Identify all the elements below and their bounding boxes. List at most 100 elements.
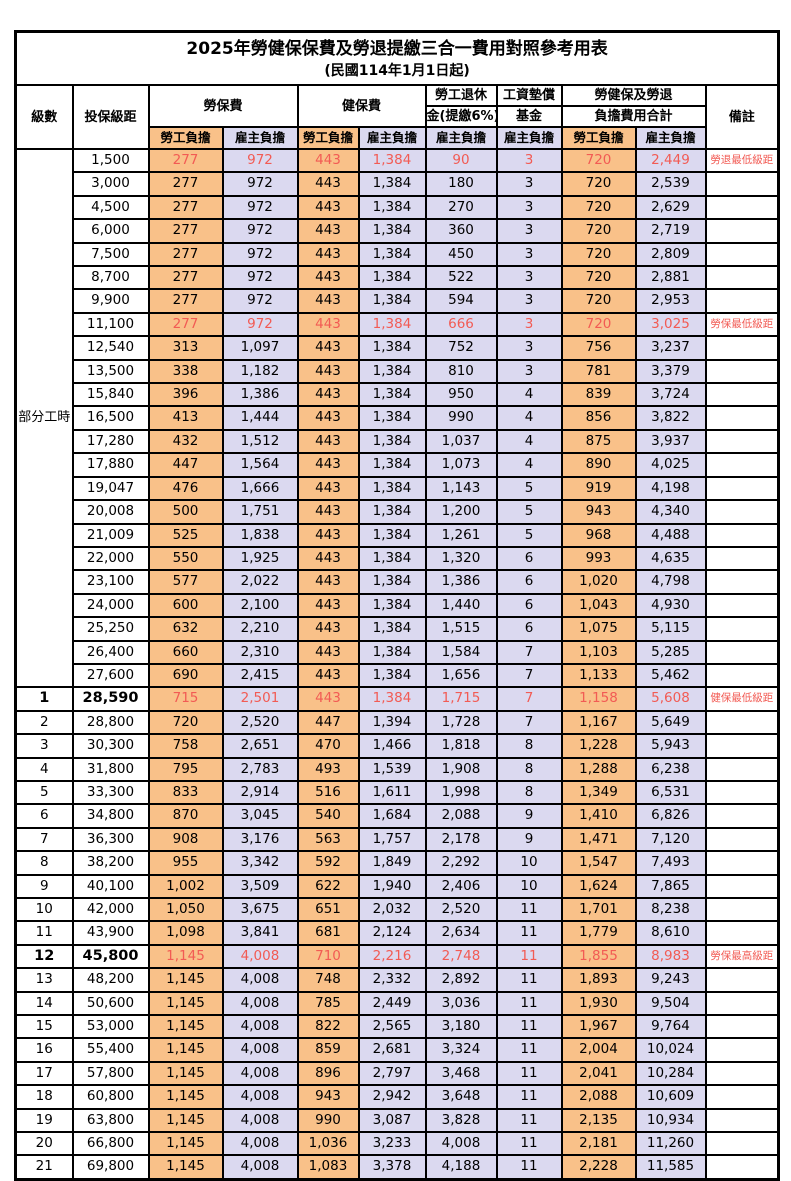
pension-employer-cell: 3,036	[424, 990, 498, 1017]
header-health-insurance: 健保費	[296, 84, 427, 128]
total-employer-cell: 3,237	[634, 335, 707, 361]
total-employer-cell: 8,610	[634, 920, 707, 946]
health-insurance-employee-cell: 443	[296, 147, 360, 174]
bracket-cell: 33,300	[71, 779, 150, 806]
labor-insurance-employer-cell: 4,008	[221, 1084, 299, 1110]
table-row: 11,100 277 972 443 1,384 666 3 720 3,025…	[16, 311, 780, 338]
total-employee-cell: 1,701	[560, 896, 637, 923]
health-insurance-employer-cell: 1,384	[357, 499, 427, 525]
total-employer-cell: 10,024	[634, 1037, 707, 1063]
table-body: 部分工時 1,500 277 972 443 1,384 90 3 720 2,…	[14, 147, 780, 1181]
health-insurance-employee-cell: 443	[296, 545, 360, 572]
header-wage-fund-line1: 工資墊償	[495, 84, 563, 107]
health-insurance-employee-cell: 443	[296, 452, 360, 478]
health-insurance-employer-cell: 1,940	[357, 873, 427, 900]
health-insurance-employee-cell: 443	[296, 428, 360, 455]
total-employee-cell: 720	[560, 265, 637, 291]
wage-fund-employer-cell: 5	[495, 522, 563, 548]
header-row-2: 金(提繳6%) 基金 負擔費用合計	[16, 105, 779, 128]
total-employee-cell: 1,288	[560, 756, 637, 782]
labor-insurance-employee-cell: 1,145	[147, 1037, 224, 1063]
table-row: 4 31,800 795 2,783 493 1,539 1,908 8 1,2…	[14, 756, 780, 782]
health-insurance-employee-cell: 443	[296, 639, 360, 665]
labor-insurance-employer-cell: 1,386	[221, 382, 299, 408]
level-cell: 2	[14, 709, 74, 736]
total-employee-cell: 1,410	[560, 803, 637, 829]
health-insurance-employee-cell: 443	[296, 616, 360, 642]
level-cell: 20	[14, 1131, 74, 1157]
wage-fund-employer-cell: 4	[495, 382, 563, 408]
total-employee-cell: 919	[560, 475, 637, 502]
level-cell: 21	[14, 1154, 74, 1181]
remark-cell	[704, 171, 780, 197]
health-insurance-employer-cell: 1,384	[357, 452, 427, 478]
labor-insurance-employer-cell: 2,783	[221, 756, 299, 782]
labor-insurance-employer-cell: 1,512	[221, 428, 299, 455]
health-insurance-employer-cell: 1,611	[357, 779, 427, 806]
part-time-section-label: 部分工時	[14, 147, 74, 689]
bracket-cell: 3,000	[71, 171, 150, 197]
remark-cell	[704, 241, 780, 268]
table-row: 15 53,000 1,145 4,008 822 2,565 3,180 11…	[14, 1014, 780, 1040]
labor-insurance-employee-cell: 313	[147, 335, 224, 361]
labor-insurance-employer-cell: 972	[221, 194, 299, 221]
labor-insurance-employer-cell: 2,100	[221, 592, 299, 619]
health-insurance-employee-cell: 592	[296, 850, 360, 876]
total-employee-cell: 890	[560, 452, 637, 478]
health-insurance-employee-cell: 443	[296, 171, 360, 197]
wage-fund-employer-cell: 8	[495, 756, 563, 782]
remark-cell: 勞退最低級距	[704, 147, 780, 174]
header-li-employee-share: 勞工負擔	[147, 126, 224, 150]
bracket-cell: 9,900	[71, 288, 150, 314]
total-employee-cell: 720	[560, 218, 637, 244]
total-employee-cell: 720	[560, 241, 637, 268]
table-header: 2025年勞健保保費及勞退提繳三合一費用對照參考用表 (民國114年1月1日起)…	[14, 30, 780, 150]
health-insurance-employee-cell: 563	[296, 826, 360, 853]
labor-insurance-employee-cell: 277	[147, 288, 224, 314]
total-employer-cell: 3,937	[634, 428, 707, 455]
bracket-cell: 1,500	[71, 147, 150, 174]
table-row: 16 55,400 1,145 4,008 859 2,681 3,324 11…	[14, 1037, 780, 1063]
premium-reference-table: 2025年勞健保保費及勞退提繳三合一費用對照參考用表 (民國114年1月1日起)…	[14, 30, 781, 1181]
health-insurance-employee-cell: 493	[296, 756, 360, 782]
health-insurance-employee-cell: 516	[296, 779, 360, 806]
pension-employer-cell: 2,520	[424, 896, 498, 923]
health-insurance-employer-cell: 2,681	[357, 1037, 427, 1063]
total-employee-cell: 1,893	[560, 967, 637, 993]
total-employer-cell: 6,238	[634, 756, 707, 782]
table-row: 22,000 550 1,925 443 1,384 1,320 6 993 4…	[16, 545, 780, 572]
health-insurance-employer-cell: 1,384	[357, 639, 427, 665]
health-insurance-employer-cell: 1,384	[357, 522, 427, 548]
health-insurance-employer-cell: 1,384	[357, 382, 427, 408]
table-row: 8 38,200 955 3,342 592 1,849 2,292 10 1,…	[14, 850, 780, 876]
pension-employer-cell: 666	[424, 311, 498, 338]
total-employer-cell: 4,340	[634, 499, 707, 525]
total-employer-cell: 2,809	[634, 241, 707, 268]
total-employee-cell: 993	[560, 545, 637, 572]
total-employee-cell: 2,004	[560, 1037, 637, 1063]
wage-fund-employer-cell: 6	[495, 592, 563, 619]
health-insurance-employer-cell: 1,849	[357, 850, 427, 876]
labor-insurance-employee-cell: 1,145	[147, 1014, 224, 1040]
health-insurance-employer-cell: 1,539	[357, 756, 427, 782]
health-insurance-employee-cell: 859	[296, 1037, 360, 1063]
title-row: 2025年勞健保保費及勞退提繳三合一費用對照參考用表 (民國114年1月1日起)	[14, 30, 780, 86]
labor-insurance-employer-cell: 2,415	[221, 662, 299, 689]
total-employee-cell: 720	[560, 194, 637, 221]
bracket-cell: 63,800	[71, 1107, 150, 1134]
page-title: 2025年勞健保保費及勞退提繳三合一費用對照參考用表	[186, 39, 608, 59]
bracket-cell: 16,500	[71, 405, 150, 431]
wage-fund-employer-cell: 7	[495, 709, 563, 736]
health-insurance-employer-cell: 1,394	[357, 709, 427, 736]
total-employer-cell: 9,504	[634, 990, 707, 1017]
table-row: 6 34,800 870 3,045 540 1,684 2,088 9 1,4…	[14, 803, 780, 829]
header-remark: 備註	[704, 84, 780, 150]
total-employer-cell: 5,608	[634, 686, 707, 712]
header-hi-employer-share: 雇主負擔	[357, 126, 427, 150]
remark-cell	[704, 358, 780, 385]
labor-insurance-employee-cell: 1,145	[147, 967, 224, 993]
health-insurance-employer-cell: 3,378	[357, 1154, 427, 1181]
pension-employer-cell: 3,180	[424, 1014, 498, 1040]
pension-employer-cell: 450	[424, 241, 498, 268]
total-employee-cell: 1,930	[560, 990, 637, 1017]
